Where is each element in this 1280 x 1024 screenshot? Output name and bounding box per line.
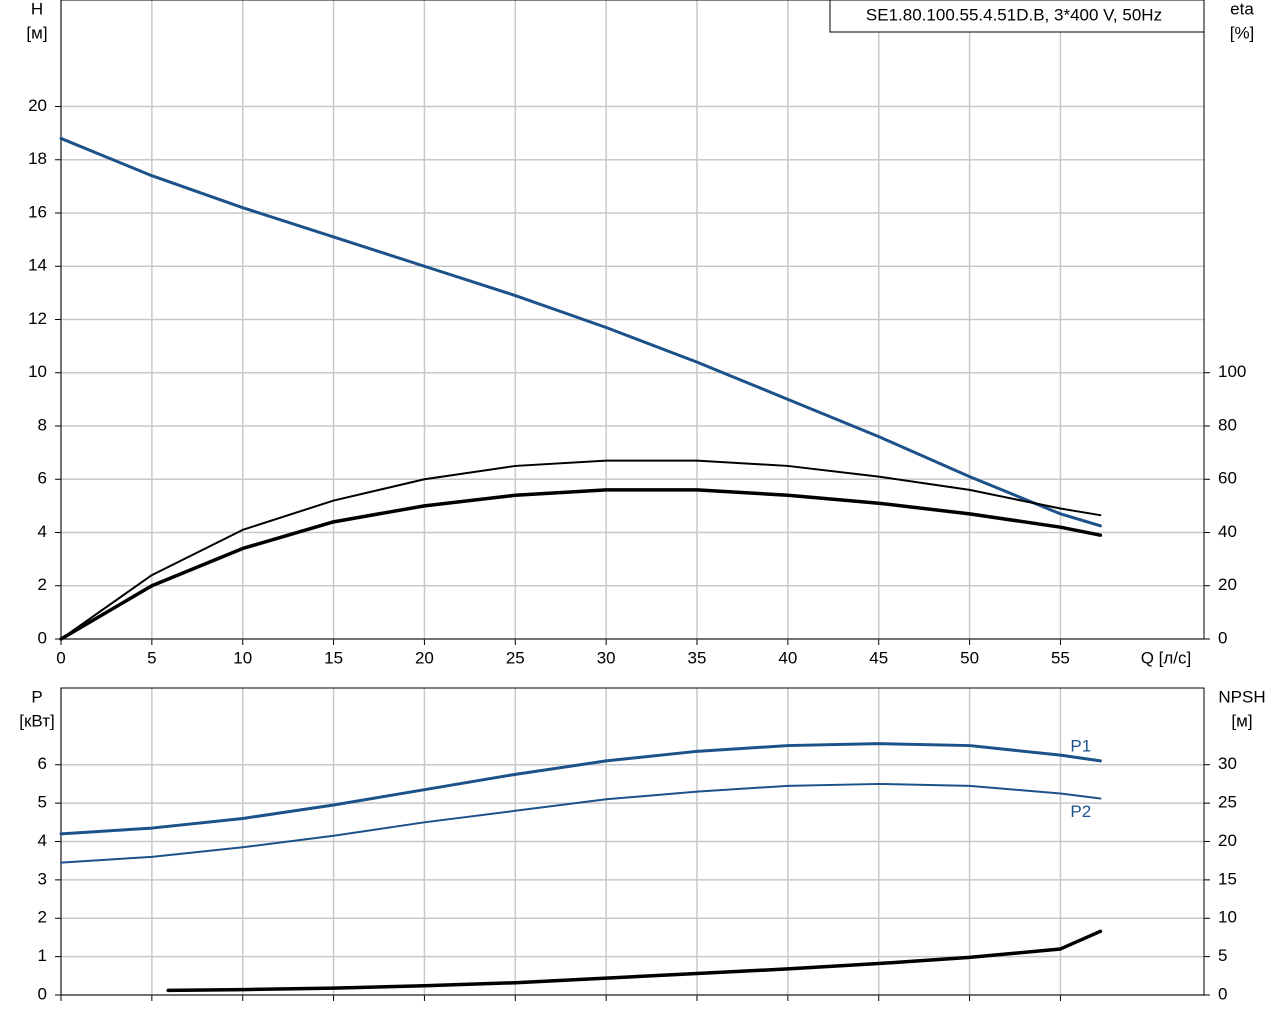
y-tick-label: 14 bbox=[28, 256, 47, 275]
y-tick-label: 6 bbox=[38, 754, 47, 773]
x-tick-label: 5 bbox=[147, 648, 156, 667]
series-line bbox=[60, 459, 1102, 640]
y2-tick-label: 5 bbox=[1218, 946, 1227, 965]
y2-tick-label: 20 bbox=[1218, 831, 1237, 850]
x-tick-label: 35 bbox=[688, 648, 707, 667]
x-tick-label: 50 bbox=[960, 648, 979, 667]
series-line bbox=[59, 136, 1102, 528]
y2-tick-label: 0 bbox=[1218, 628, 1227, 647]
y-tick-label: 10 bbox=[28, 362, 47, 381]
y2-tick-label: 25 bbox=[1218, 793, 1237, 812]
y-tick-label: 0 bbox=[38, 628, 47, 647]
y-tick-label: 20 bbox=[28, 96, 47, 115]
y2-tick-label: 80 bbox=[1218, 415, 1237, 434]
plot-frame bbox=[60, 687, 1205, 996]
y2-tick-label: 60 bbox=[1218, 469, 1237, 488]
y-axis-label: P bbox=[31, 687, 42, 706]
y-tick-label: 0 bbox=[38, 984, 47, 1003]
y-tick-label: 6 bbox=[38, 469, 47, 488]
y-tick-label: 2 bbox=[38, 575, 47, 594]
y2-axis-unit: [м] bbox=[1231, 711, 1252, 730]
x-tick-label: 15 bbox=[324, 648, 343, 667]
x-tick-label: 10 bbox=[233, 648, 252, 667]
y-tick-label: 16 bbox=[28, 202, 47, 221]
y-axis-unit: [кВт] bbox=[19, 711, 54, 730]
y-tick-label: 8 bbox=[38, 415, 47, 434]
title-box bbox=[829, 0, 1205, 33]
x-tick-label: 0 bbox=[56, 648, 65, 667]
y2-tick-label: 100 bbox=[1218, 362, 1246, 381]
y2-axis-label: NPSH bbox=[1218, 687, 1265, 706]
y2-tick-label: 0 bbox=[1218, 984, 1227, 1003]
y2-tick-label: 40 bbox=[1218, 522, 1237, 541]
y-tick-label: 18 bbox=[28, 149, 47, 168]
x-tick-label: 45 bbox=[869, 648, 888, 667]
y2-axis-label: eta bbox=[1230, 0, 1254, 18]
y-axis-unit: [м] bbox=[26, 23, 47, 42]
y-axis-label: H bbox=[31, 0, 43, 18]
y-tick-label: 4 bbox=[38, 522, 47, 541]
y-tick-label: 2 bbox=[38, 908, 47, 927]
chart-title: SE1.80.100.55.4.51D.B, 3*400 V, 50Hz bbox=[866, 5, 1162, 24]
y-tick-label: 3 bbox=[38, 869, 47, 888]
series-line bbox=[59, 742, 1102, 836]
x-tick-label: 20 bbox=[415, 648, 434, 667]
y-tick-label: 1 bbox=[38, 946, 47, 965]
series-label: P2 bbox=[1070, 802, 1091, 821]
y-tick-label: 12 bbox=[28, 309, 47, 328]
y2-tick-label: 10 bbox=[1218, 908, 1237, 927]
plot-frame bbox=[60, 0, 1205, 640]
x-axis-label: Q [л/с] bbox=[1141, 648, 1192, 667]
x-tick-label: 55 bbox=[1051, 648, 1070, 667]
series-line bbox=[59, 488, 1103, 641]
series-line bbox=[166, 929, 1103, 993]
y-tick-label: 4 bbox=[38, 831, 47, 850]
y2-tick-label: 20 bbox=[1218, 575, 1237, 594]
y-tick-label: 5 bbox=[38, 793, 47, 812]
y2-axis-unit: [%] bbox=[1230, 23, 1255, 42]
series-line bbox=[60, 782, 1102, 864]
x-tick-label: 40 bbox=[778, 648, 797, 667]
x-tick-label: 30 bbox=[597, 648, 616, 667]
x-tick-label: 25 bbox=[506, 648, 525, 667]
series-label: P1 bbox=[1070, 736, 1091, 755]
y2-tick-label: 30 bbox=[1218, 754, 1237, 773]
y2-tick-label: 15 bbox=[1218, 869, 1237, 888]
